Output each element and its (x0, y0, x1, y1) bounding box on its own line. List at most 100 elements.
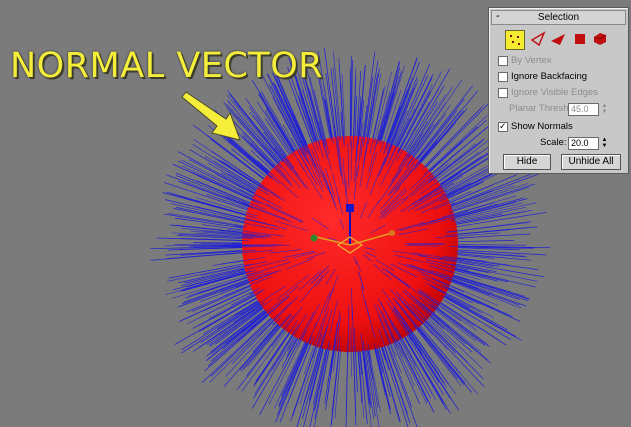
normal-vector-line (339, 218, 345, 230)
x-axis-handle[interactable] (389, 230, 395, 236)
show-normals-checkbox[interactable]: ✓ (498, 121, 508, 132)
normal-vector-line (207, 311, 267, 360)
normal-vector-line (452, 197, 524, 218)
z-axis-handle[interactable] (346, 204, 354, 212)
normal-vector-line (226, 107, 282, 169)
ignore-backfacing-checkbox[interactable] (498, 72, 508, 82)
edge-mode-icon[interactable] (529, 30, 547, 48)
normal-vector-line (353, 256, 357, 265)
normal-vector-line (282, 311, 315, 371)
normal-vector-line (325, 268, 336, 286)
scale-spinner-icon[interactable]: ▲ ▼ (601, 137, 608, 149)
normal-vector-line (270, 207, 303, 223)
normal-vector-line (280, 331, 311, 397)
normal-vector-line (237, 216, 288, 230)
normal-vector-line (240, 314, 291, 372)
normal-vector-line (168, 212, 247, 227)
normal-vector-line (377, 71, 402, 152)
face-mode-icon[interactable] (549, 30, 567, 48)
normal-vector-line (273, 83, 308, 154)
scale-input[interactable]: 20.0 (568, 137, 599, 150)
normal-vector-line (329, 300, 338, 336)
by-vertex-checkbox[interactable] (498, 56, 508, 66)
normal-vector-line (334, 129, 342, 176)
normal-vector-line (410, 303, 457, 348)
ignore-visible-edges-checkbox[interactable] (498, 88, 508, 98)
unhide-all-button[interactable]: Unhide All (561, 154, 621, 170)
normal-vector-line (252, 115, 299, 176)
normal-vector-line (438, 142, 495, 183)
element-mode-icon[interactable] (591, 30, 609, 48)
normal-vector-line (450, 171, 537, 206)
normal-vector-line (288, 107, 316, 168)
normal-vector-line (195, 197, 258, 217)
normal-vector-line (380, 187, 407, 214)
normal-vector-line (240, 302, 292, 352)
normal-vector-line (448, 288, 521, 322)
normal-vector-line (334, 348, 342, 419)
normal-vector-line (172, 270, 247, 291)
normal-vector-line (278, 106, 308, 162)
normal-vector-line (396, 291, 426, 322)
normal-vector-line (191, 284, 255, 312)
normal-vector-line (185, 277, 248, 299)
normal-vector-line (228, 93, 284, 161)
normal-vector-line (378, 198, 403, 220)
normal-vector-line (287, 66, 316, 146)
collapse-icon[interactable]: - (496, 10, 500, 22)
normal-vector-line (309, 341, 325, 401)
annotation-arrow-icon (181, 91, 241, 141)
vertex-mode-icon[interactable] (505, 30, 525, 50)
pivot-plane-icon (336, 236, 364, 254)
normal-vector-line (223, 320, 283, 387)
planar-thresh-input[interactable]: 45.0 (568, 103, 599, 116)
normal-vector-line (175, 172, 251, 204)
planar-thresh-spinner-icon[interactable]: ▲ ▼ (601, 103, 608, 115)
transform-gizmo[interactable] (310, 204, 396, 254)
normal-vector-line (194, 205, 266, 224)
normal-vector-line (150, 246, 243, 250)
normal-vector-line (447, 222, 530, 233)
normal-vector-line (190, 230, 260, 237)
normal-vector-line (181, 268, 249, 287)
normal-vector-line (435, 306, 489, 345)
normal-vector-line (386, 87, 415, 154)
normal-vector-line (428, 141, 482, 183)
normal-vector-line (165, 250, 243, 256)
polygon-mode-icon[interactable] (571, 30, 589, 48)
normal-vector-line (170, 203, 247, 221)
normal-vector-line (362, 349, 372, 427)
normal-vector-line (307, 87, 328, 160)
normal-vector-line (457, 245, 535, 249)
normal-vector-line (301, 75, 321, 141)
normal-vector-line (418, 90, 479, 162)
normal-vector-line (392, 308, 423, 354)
normal-vector-line (318, 121, 332, 171)
normal-vector-line (454, 257, 538, 270)
normal-vector-line (178, 233, 254, 239)
normal-vector-line (457, 244, 527, 246)
y-axis-handle[interactable] (310, 234, 318, 242)
normal-vector-line (198, 301, 266, 348)
normal-vector-line (269, 249, 302, 254)
normal-vector-line (337, 194, 344, 215)
normal-vector-line (219, 230, 271, 237)
normal-vector-line (358, 350, 365, 418)
normal-vector-line (395, 74, 434, 150)
normal-vector-line (450, 173, 540, 207)
normal-vector-line (345, 341, 349, 415)
normal-vector-line (415, 109, 462, 166)
scale-label: Scale: (540, 137, 567, 148)
normal-vector-line (279, 336, 312, 414)
normal-vector-line (374, 343, 391, 409)
hide-button[interactable]: Hide (503, 154, 551, 170)
normal-vector-line (239, 317, 287, 371)
normal-vector-line (278, 342, 308, 406)
normal-vector-line (378, 345, 401, 423)
normal-vector-line (287, 336, 315, 403)
normal-vector-line (241, 329, 288, 392)
normal-vector-line (367, 200, 380, 218)
normal-vector-line (419, 273, 464, 293)
rollout-header[interactable]: - Selection (491, 10, 626, 25)
